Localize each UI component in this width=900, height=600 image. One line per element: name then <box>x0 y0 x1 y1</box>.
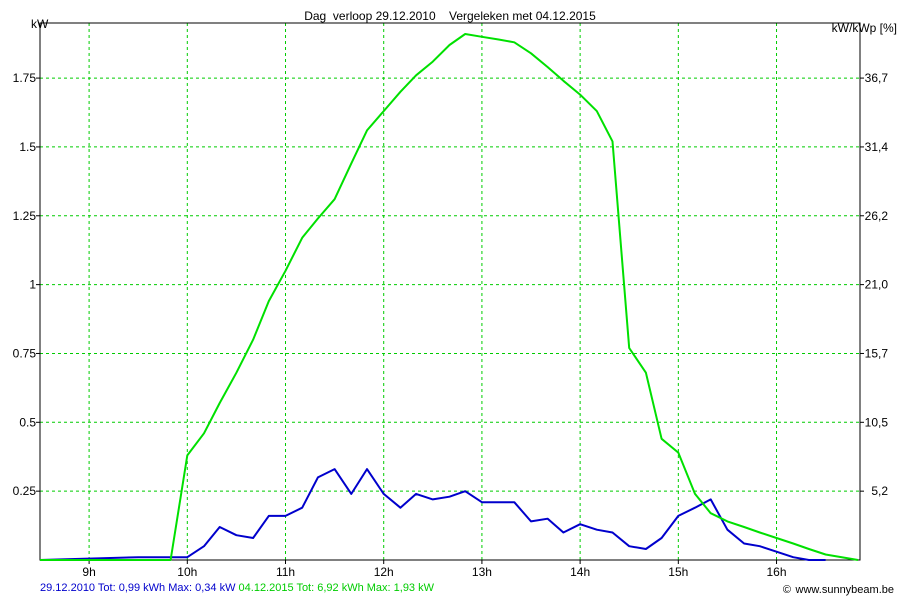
footer-series-1-summary: 29.12.2010 Tot: 0,99 kWh Max: 0,34 kW <box>40 582 236 594</box>
series-line-2 <box>40 33 859 561</box>
copyright-icon: © <box>782 584 792 596</box>
x-tick-label: 13h <box>472 565 492 579</box>
y-tick-label-right: 36,7 <box>865 71 889 85</box>
labels: 9h 10h 11h 12h 13h 14h 15h 16h 0.25 0.5 0.75 1 1.25 1… <box>13 9 897 579</box>
chart-title: Dag verloop 29.12.2010 Vergeleken met 04… <box>304 9 596 23</box>
y-tick-label-left: 0.25 <box>13 484 37 498</box>
credit-text: www.sunnybeam.be <box>795 584 894 596</box>
x-tick-label: 10h <box>177 565 197 579</box>
series-line-1 <box>39 468 826 561</box>
y-axis-label-right: kW/kWp [%] <box>832 21 897 35</box>
y-tick-label-left: 1 <box>29 278 36 292</box>
x-tick-label: 14h <box>570 565 590 579</box>
y-axis-label-left: kW <box>31 17 49 31</box>
y-tick-label-left: 0.5 <box>19 415 36 429</box>
y-tick-label-right: 10,5 <box>865 415 889 429</box>
series-layer <box>39 33 859 561</box>
grid <box>40 23 860 560</box>
y-tick-label-left: 1.75 <box>13 71 37 85</box>
y-tick-label-right: 5,2 <box>871 484 888 498</box>
chart-footer: 29.12.2010 Tot: 0,99 kWh Max: 0,34 kW 04… <box>40 582 434 594</box>
axes <box>36 22 864 564</box>
x-tick-label: 15h <box>668 565 688 579</box>
x-tick-label: 11h <box>276 565 295 579</box>
y-tick-label-right: 21,0 <box>865 278 889 292</box>
credit: © www.sunnybeam.be <box>781 584 894 596</box>
x-tick-label: 12h <box>374 565 394 579</box>
y-tick-label-right: 31,4 <box>865 140 889 154</box>
y-tick-label-right: 15,7 <box>865 346 889 360</box>
y-tick-label-left: 0.75 <box>13 346 37 360</box>
footer-series-2-summary: 04.12.2015 Tot: 6,92 kWh Max: 1,93 kW <box>238 582 434 594</box>
x-tick-label: 16h <box>767 565 787 579</box>
y-tick-label-right: 26,2 <box>865 209 889 223</box>
y-tick-label-left: 1.5 <box>19 140 36 154</box>
plot-border <box>39 22 861 561</box>
x-tick-label: 9h <box>82 565 95 579</box>
y-tick-label-left: 1.25 <box>13 209 37 223</box>
